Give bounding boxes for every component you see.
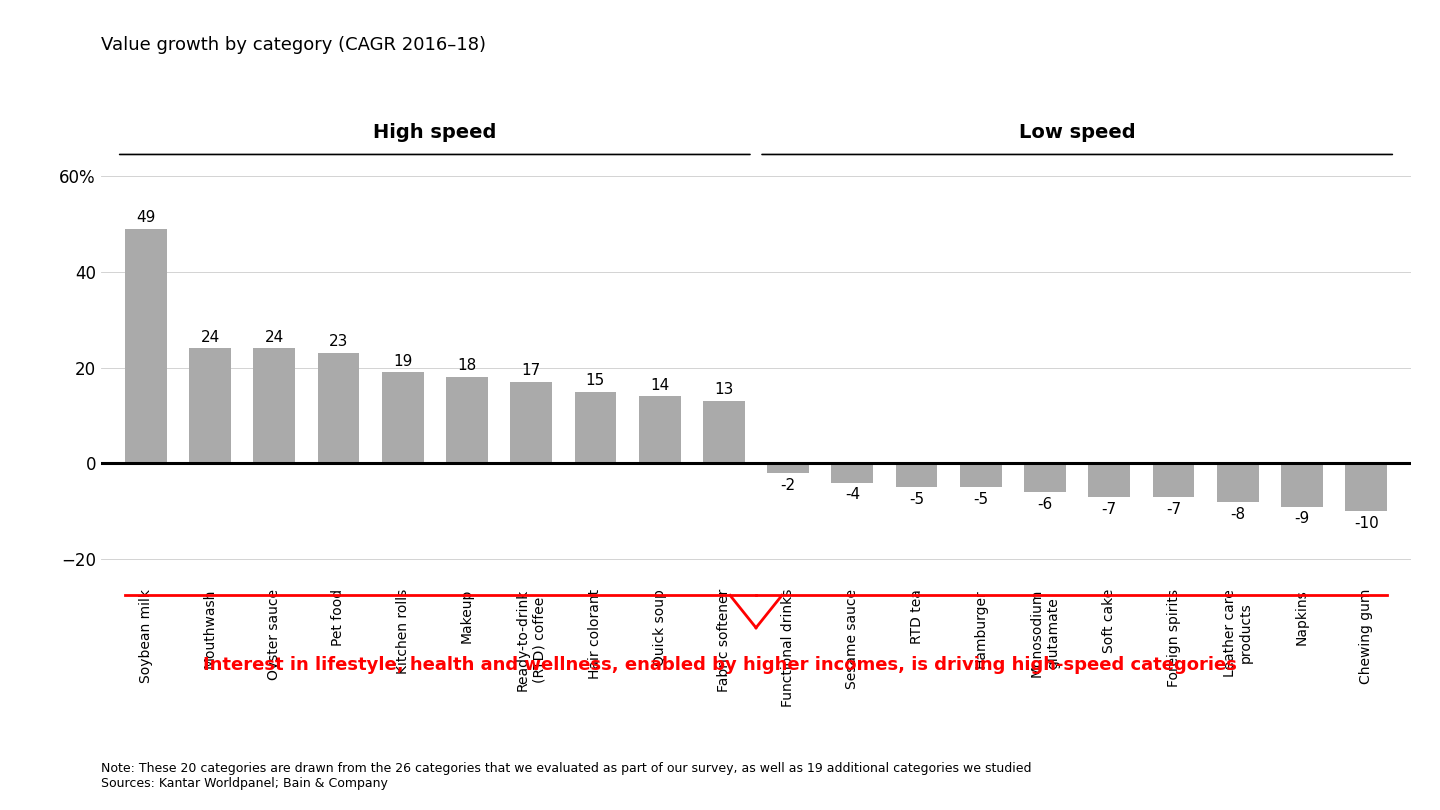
- Text: 49: 49: [135, 210, 156, 225]
- Bar: [1089, 463, 1130, 497]
- Text: 15: 15: [586, 373, 605, 388]
- Text: -4: -4: [845, 488, 860, 502]
- Text: Value growth by category (CAGR 2016–18): Value growth by category (CAGR 2016–18): [101, 36, 485, 54]
- Text: Low speed: Low speed: [1020, 123, 1136, 143]
- Bar: [446, 377, 488, 463]
- Text: Note: These 20 categories are drawn from the 26 categories that we evaluated as : Note: These 20 categories are drawn from…: [101, 761, 1031, 790]
- Bar: [575, 391, 616, 463]
- Text: -7: -7: [1102, 501, 1117, 517]
- Bar: [639, 396, 681, 463]
- Bar: [1345, 463, 1387, 511]
- Text: -5: -5: [973, 492, 988, 507]
- Text: High speed: High speed: [373, 123, 497, 143]
- Bar: [703, 401, 744, 463]
- Bar: [768, 463, 809, 473]
- Text: -9: -9: [1295, 511, 1309, 526]
- Bar: [960, 463, 1002, 488]
- Text: 24: 24: [200, 330, 220, 344]
- Text: Interest in lifestyle, health and wellness, enabled by higher incomes, is drivin: Interest in lifestyle, health and wellne…: [203, 656, 1237, 674]
- Bar: [1024, 463, 1066, 492]
- Text: -2: -2: [780, 478, 796, 492]
- Bar: [125, 228, 167, 463]
- Bar: [1152, 463, 1194, 497]
- Text: 23: 23: [328, 335, 348, 349]
- Text: -6: -6: [1037, 497, 1053, 512]
- Text: -10: -10: [1354, 516, 1378, 531]
- Text: -5: -5: [909, 492, 924, 507]
- Bar: [1282, 463, 1323, 506]
- Text: 17: 17: [521, 363, 541, 378]
- Text: 19: 19: [393, 354, 412, 369]
- Bar: [510, 382, 552, 463]
- Text: 18: 18: [458, 358, 477, 373]
- Bar: [896, 463, 937, 488]
- Text: -7: -7: [1166, 501, 1181, 517]
- Bar: [382, 373, 423, 463]
- Text: 13: 13: [714, 382, 733, 398]
- Bar: [253, 348, 295, 463]
- Text: 14: 14: [649, 377, 670, 393]
- Text: 24: 24: [265, 330, 284, 344]
- Bar: [318, 353, 360, 463]
- Bar: [189, 348, 230, 463]
- Text: -8: -8: [1230, 506, 1246, 522]
- Bar: [1217, 463, 1259, 501]
- Bar: [831, 463, 873, 483]
